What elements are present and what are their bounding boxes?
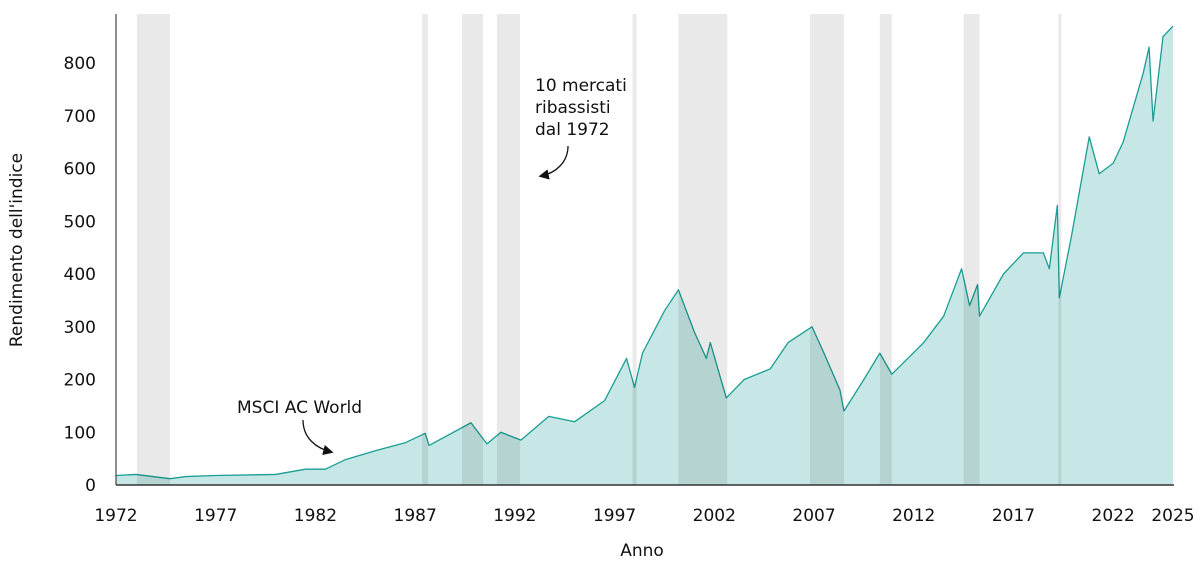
x-tick-label: 2012: [892, 506, 935, 526]
bear-market-band: [1058, 14, 1062, 485]
x-tick-label: 1992: [493, 506, 536, 526]
bear-market-band: [963, 14, 980, 485]
y-tick-label: 100: [64, 423, 96, 443]
x-tick-label: 2025: [1151, 506, 1194, 526]
bear-market-band: [422, 14, 429, 485]
y-tick-label: 0: [85, 476, 96, 496]
bear-label-line-3: dal 1972: [535, 120, 610, 140]
x-tick-label: 2017: [992, 506, 1035, 526]
x-axis-label: Anno: [620, 541, 664, 561]
series-label: MSCI AC World: [237, 398, 362, 418]
plot-area: [115, 25, 1174, 485]
bear-label-arrow: [538, 145, 569, 180]
y-tick-label: 600: [64, 160, 96, 180]
bear-market-band: [879, 14, 892, 485]
y-tick-label: 500: [64, 212, 96, 232]
y-tick-label: 800: [64, 54, 96, 74]
x-tick-label: 2002: [693, 506, 736, 526]
y-axis-label: Rendimento dell'indice: [7, 153, 27, 347]
y-tick-label: 400: [64, 265, 96, 285]
bear-market-band: [136, 14, 171, 485]
y-tick-label: 200: [64, 371, 96, 391]
series-line: [115, 25, 1174, 480]
x-tick-labels: 1972 1977 1982 1987 1992 1997 2002 2007 2012 2017…: [94, 506, 1194, 526]
bear-label-line-2: ribassisti: [535, 98, 611, 118]
bear-label-line-1: 10 mercati: [535, 76, 627, 96]
bear-market-band: [678, 14, 728, 485]
y-tick-label: 700: [64, 107, 96, 127]
bear-market-band: [462, 14, 483, 485]
bear-market-band: [810, 14, 844, 485]
x-tick-label: 2022: [1092, 506, 1135, 526]
bear-market-shading: [136, 14, 1062, 485]
series-area: [116, 26, 1173, 485]
y-tick-label: 300: [64, 318, 96, 338]
x-tick-label: 1982: [294, 506, 337, 526]
x-tick-label: 1972: [94, 506, 137, 526]
x-tick-label: 1987: [394, 506, 437, 526]
x-tick-label: 1977: [194, 506, 237, 526]
y-tick-labels: 0 100 200 300 400 500 600 700 800: [64, 54, 96, 496]
x-tick-label: 1997: [593, 506, 636, 526]
bear-market-band: [632, 14, 637, 485]
bear-market-band: [496, 14, 521, 485]
series-label-arrow: [302, 419, 334, 456]
x-tick-label: 2007: [792, 506, 835, 526]
